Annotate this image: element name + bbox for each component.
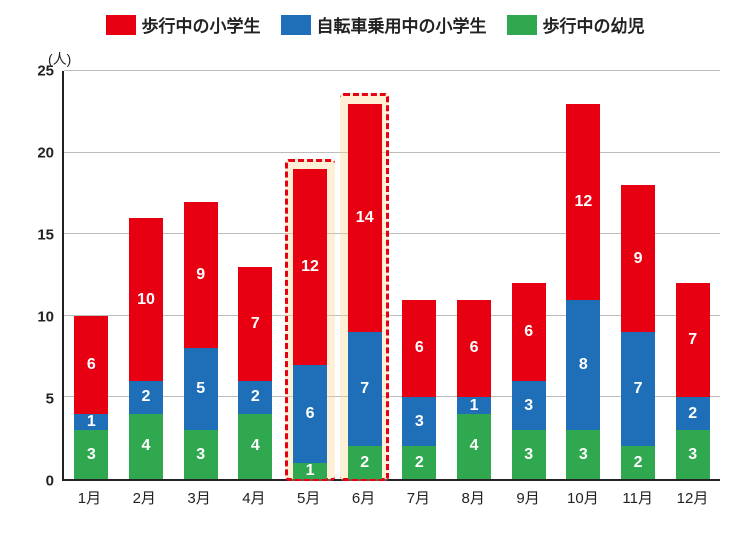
bar-segment-red: 9 [621, 185, 655, 332]
bars-container: 3164210359427161227142364163363812279327 [64, 71, 720, 479]
legend-label: 歩行中の幼児 [543, 12, 645, 37]
bar-segment-red: 10 [129, 218, 163, 381]
bar-segment-red: 6 [457, 300, 491, 398]
bar-segment-red: 7 [676, 283, 710, 397]
x-label: 4月 [226, 481, 281, 511]
legend: 歩行中の小学生 自転車乗用中の小学生 歩行中の幼児 [20, 12, 730, 37]
x-label: 12月 [665, 481, 720, 511]
bar-segment-red: 6 [512, 283, 546, 381]
bar-segment-red: 12 [566, 104, 600, 300]
bar-segment-green: 1 [293, 463, 327, 479]
bar-segment-blue: 2 [238, 381, 272, 414]
legend-item: 自転車乗用中の小学生 [281, 12, 487, 37]
bar-segment-red: 7 [238, 267, 272, 381]
y-tick: 15 [37, 227, 54, 244]
bar-column: 336 [501, 71, 556, 479]
legend-swatch [106, 15, 136, 35]
plot: 0510152025 31642103594271612271423641633… [20, 71, 730, 511]
y-tick: 25 [37, 63, 54, 80]
legend-label: 自転車乗用中の小学生 [317, 12, 487, 37]
x-label: 9月 [501, 481, 556, 511]
bar-segment-red: 12 [293, 169, 327, 365]
legend-item: 歩行中の幼児 [507, 12, 645, 37]
bar-column: 327 [665, 71, 720, 479]
y-unit-label: (人) [48, 49, 730, 69]
x-label: 6月 [336, 481, 391, 511]
bar-column: 4210 [119, 71, 174, 479]
bar-segment-blue: 2 [129, 381, 163, 414]
plot-area: 3164210359427161227142364163363812279327 [62, 71, 720, 481]
x-label: 1月 [62, 481, 117, 511]
bar-column: 359 [173, 71, 228, 479]
legend-item: 歩行中の小学生 [106, 12, 261, 37]
legend-swatch [507, 15, 537, 35]
bar-segment-green: 4 [238, 414, 272, 479]
bar-segment-green: 3 [184, 430, 218, 479]
bar-column: 427 [228, 71, 283, 479]
y-axis: 0510152025 [20, 71, 62, 481]
bar-column: 1612 [283, 71, 338, 479]
bar-segment-blue: 8 [566, 300, 600, 431]
legend-label: 歩行中の小学生 [142, 12, 261, 37]
bar-segment-green: 4 [129, 414, 163, 479]
bar-segment-red: 6 [402, 300, 436, 398]
bar-segment-blue: 2 [676, 397, 710, 430]
y-tick: 5 [46, 391, 54, 408]
bar-segment-blue: 7 [621, 332, 655, 446]
x-label: 11月 [610, 481, 665, 511]
x-label: 8月 [446, 481, 501, 511]
x-label: 10月 [555, 481, 610, 511]
bar-segment-green: 2 [621, 446, 655, 479]
x-label: 3月 [172, 481, 227, 511]
bar-column: 416 [447, 71, 502, 479]
bar-segment-green: 4 [457, 414, 491, 479]
bar-segment-blue: 3 [402, 397, 436, 446]
bar-segment-blue: 1 [457, 397, 491, 413]
x-label: 2月 [117, 481, 172, 511]
bar-segment-red: 14 [348, 104, 382, 332]
y-tick: 0 [46, 473, 54, 490]
bar-segment-green: 3 [566, 430, 600, 479]
bar-segment-blue: 5 [184, 348, 218, 430]
y-tick: 10 [37, 309, 54, 326]
bar-column: 279 [611, 71, 666, 479]
bar-segment-red: 6 [74, 316, 108, 414]
bar-segment-green: 3 [512, 430, 546, 479]
x-axis: 1月2月3月4月5月6月7月8月9月10月11月12月 [62, 481, 720, 511]
x-label: 7月 [391, 481, 446, 511]
bar-column: 236 [392, 71, 447, 479]
bar-segment-green: 3 [74, 430, 108, 479]
bar-column: 316 [64, 71, 119, 479]
y-tick: 20 [37, 145, 54, 162]
bar-segment-blue: 6 [293, 365, 327, 463]
bar-column: 2714 [337, 71, 392, 479]
bar-column: 3812 [556, 71, 611, 479]
bar-segment-blue: 3 [512, 381, 546, 430]
bar-segment-green: 2 [402, 446, 436, 479]
bar-segment-blue: 1 [74, 414, 108, 430]
x-label: 5月 [281, 481, 336, 511]
bar-segment-red: 9 [184, 202, 218, 349]
chart-container: 歩行中の小学生自転車乗用中の小学生歩行中の幼児 (人) 0510152025 3… [0, 0, 750, 549]
bar-segment-blue: 7 [348, 332, 382, 446]
legend-swatch [281, 15, 311, 35]
bar-segment-green: 2 [348, 446, 382, 479]
bar-segment-green: 3 [676, 430, 710, 479]
